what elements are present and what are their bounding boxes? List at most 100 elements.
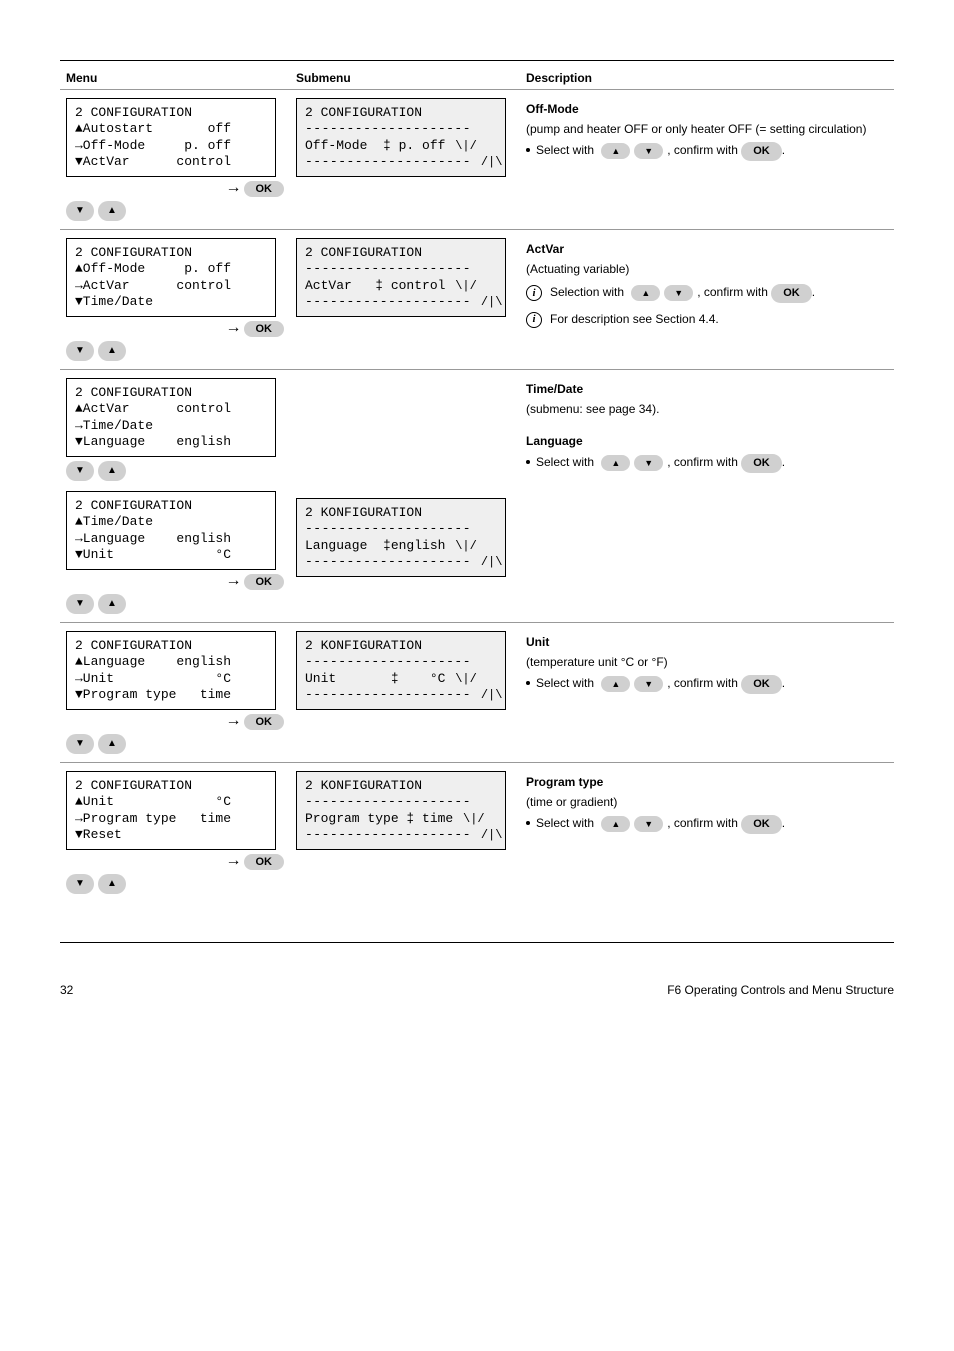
ok-button[interactable]: OK — [741, 675, 782, 694]
page-footer: 32 F6 Operating Controls and Menu Struct… — [60, 983, 894, 997]
desc-title: Language — [526, 434, 888, 448]
ok-button[interactable]: OK — [244, 181, 285, 197]
ok-button[interactable]: OK — [741, 454, 782, 473]
up-button[interactable]: ▲ — [98, 874, 126, 894]
ok-arrow-row: →OK — [66, 712, 284, 730]
desc-bullet: Select with ▲▼, confirm with OK. — [526, 675, 888, 694]
down-button[interactable]: ▼ — [66, 734, 94, 754]
right-arrow-icon: → — [226, 179, 242, 197]
table-row: 2 CONFIGURATION ▲Unit °C →Program type t… — [60, 763, 894, 902]
info-note: iSelection with ▲▼, confirm with OK. — [526, 284, 888, 303]
up-button[interactable]: ▲ — [631, 285, 660, 301]
nav-icons: ▼▲ — [66, 461, 284, 481]
lcd-screen: 2 CONFIGURATION -------------------- Off… — [296, 98, 506, 177]
ok-button[interactable]: OK — [244, 574, 285, 590]
header-menu: Menu — [60, 67, 290, 89]
ok-button[interactable]: OK — [244, 321, 285, 337]
up-button[interactable]: ▲ — [601, 816, 630, 832]
desc-title: ActVar — [526, 242, 888, 256]
up-button[interactable]: ▲ — [98, 734, 126, 754]
info-note: iFor description see Section 4.4. — [526, 311, 888, 328]
header-description: Description — [520, 67, 894, 89]
nav-icons: ▼▲ — [66, 201, 284, 221]
up-button[interactable]: ▲ — [601, 143, 630, 159]
desc-title: Unit — [526, 635, 888, 649]
description-cell: Unit (temperature unit °C or °F) Select wi… — [520, 623, 894, 708]
down-button[interactable]: ▼ — [66, 201, 94, 221]
desc-title: Program type — [526, 775, 888, 789]
right-arrow-icon: → — [226, 572, 242, 590]
down-button[interactable]: ▼ — [634, 455, 663, 471]
menu-cell: 2 CONFIGURATION ▲ActVar control →Time/Da… — [60, 370, 290, 622]
page-number: 32 — [60, 983, 73, 997]
ok-button[interactable]: OK — [244, 714, 285, 730]
table-header: Menu Submenu Description — [60, 67, 894, 90]
lcd-screen: 2 CONFIGURATION ▲ActVar control →Time/Da… — [66, 378, 276, 457]
down-button[interactable]: ▼ — [66, 874, 94, 894]
desc-text: (Actuating variable) — [526, 262, 888, 276]
desc-bullet: Select with ▲▼, confirm with OK. — [526, 454, 888, 473]
table-row: 2 CONFIGURATION ▲ActVar control →Time/Da… — [60, 370, 894, 623]
menu-cell: 2 CONFIGURATION ▲Autostart off →Off-Mode… — [60, 90, 290, 229]
down-button[interactable]: ▼ — [66, 341, 94, 361]
description-cell: ActVar (Actuating variable) iSelection wit… — [520, 230, 894, 344]
lcd-screen: 2 CONFIGURATION ▲Unit °C →Program type t… — [66, 771, 276, 850]
down-button[interactable]: ▼ — [66, 594, 94, 614]
ok-button[interactable]: OK — [741, 815, 782, 834]
ok-arrow-row: →OK — [66, 319, 284, 337]
down-button[interactable]: ▼ — [634, 676, 663, 692]
lcd-screen: 2 CONFIGURATION ▲Off-Mode p. off →ActVar… — [66, 238, 276, 317]
table-row: 2 CONFIGURATION ▲Autostart off →Off-Mode… — [60, 90, 894, 230]
table-row: 2 CONFIGURATION ▲Off-Mode p. off →ActVar… — [60, 230, 894, 370]
lcd-screen: 2 CONFIGURATION -------------------- Act… — [296, 238, 506, 317]
up-button[interactable]: ▲ — [601, 455, 630, 471]
lcd-screen: 2 KONFIGURATION -------------------- Uni… — [296, 631, 506, 710]
down-button[interactable]: ▼ — [66, 461, 94, 481]
table-row: 2 CONFIGURATION ▲Language english →Unit … — [60, 623, 894, 763]
right-arrow-icon: → — [226, 852, 242, 870]
desc-text: (temperature unit °C or °F) — [526, 655, 888, 669]
down-button[interactable]: ▼ — [634, 816, 663, 832]
desc-bullet: Select with ▲▼, confirm with OK. — [526, 815, 888, 834]
down-button[interactable]: ▼ — [664, 285, 693, 301]
description-cell: Time/Date(submenu: see page 34).Language… — [520, 370, 894, 487]
submenu-cell: 2 CONFIGURATION -------------------- Off… — [290, 90, 520, 185]
right-arrow-icon: → — [226, 319, 242, 337]
desc-title: Time/Date — [526, 382, 888, 396]
nav-icons: ▼▲ — [66, 594, 284, 614]
up-button[interactable]: ▲ — [601, 676, 630, 692]
description-cell: Off-Mode (pump and heater OFF or only hea… — [520, 90, 894, 175]
submenu-cell: 2 KONFIGURATION -------------------- Lan… — [290, 370, 520, 585]
ok-button[interactable]: OK — [771, 284, 812, 303]
footer-title: F6 Operating Controls and Menu Structure — [667, 983, 894, 997]
lcd-screen: 2 KONFIGURATION -------------------- Lan… — [296, 498, 506, 577]
up-button[interactable]: ▲ — [98, 594, 126, 614]
up-button[interactable]: ▲ — [98, 201, 126, 221]
header-submenu: Submenu — [290, 67, 520, 89]
desc-title: Off-Mode — [526, 102, 888, 116]
desc-bullet: Select with ▲▼, confirm with OK. — [526, 142, 888, 161]
menu-cell: 2 CONFIGURATION ▲Unit °C →Program type t… — [60, 763, 290, 902]
ok-arrow-row: →OK — [66, 179, 284, 197]
ok-button[interactable]: OK — [741, 142, 782, 161]
down-button[interactable]: ▼ — [634, 143, 663, 159]
lcd-screen: 2 CONFIGURATION ▲Language english →Unit … — [66, 631, 276, 710]
ok-arrow-row: →OK — [66, 572, 284, 590]
nav-icons: ▼▲ — [66, 341, 284, 361]
menu-cell: 2 CONFIGURATION ▲Off-Mode p. off →ActVar… — [60, 230, 290, 369]
desc-text: (pump and heater OFF or only heater OFF … — [526, 122, 888, 136]
up-button[interactable]: ▲ — [98, 341, 126, 361]
submenu-cell: 2 CONFIGURATION -------------------- Act… — [290, 230, 520, 325]
info-icon: i — [526, 312, 542, 328]
nav-icons: ▼▲ — [66, 734, 284, 754]
ok-button[interactable]: OK — [244, 854, 285, 870]
up-button[interactable]: ▲ — [98, 461, 126, 481]
lcd-screen: 2 CONFIGURATION ▲Time/Date →Language eng… — [66, 491, 276, 570]
lcd-screen: 2 CONFIGURATION ▲Autostart off →Off-Mode… — [66, 98, 276, 177]
submenu-cell: 2 KONFIGURATION -------------------- Pro… — [290, 763, 520, 858]
description-cell: Program type(time or gradient)Select wit… — [520, 763, 894, 848]
ok-arrow-row: →OK — [66, 852, 284, 870]
info-icon: i — [526, 285, 542, 301]
nav-icons: ▼▲ — [66, 874, 284, 894]
right-arrow-icon: → — [226, 712, 242, 730]
